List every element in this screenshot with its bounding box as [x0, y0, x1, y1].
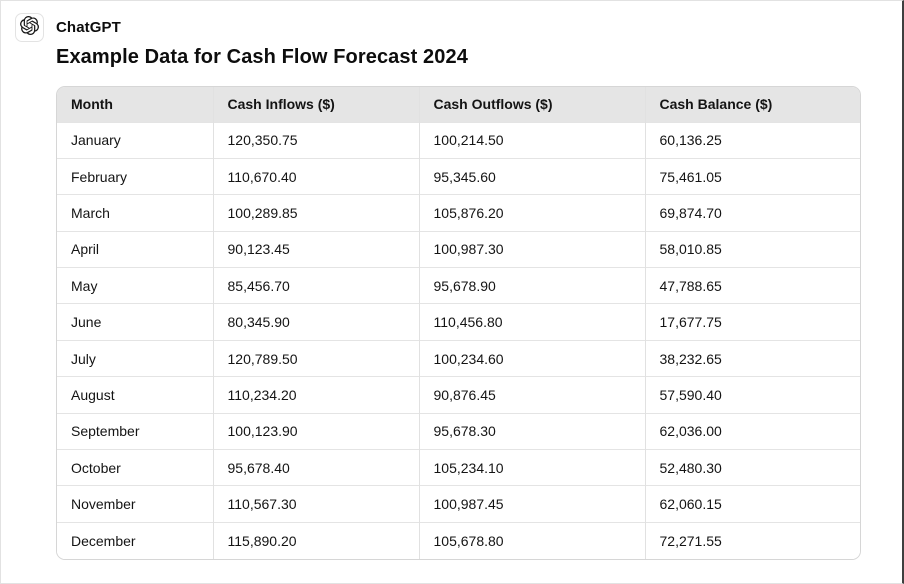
table-row: March 100,289.85 105,876.20 69,874.70: [57, 194, 860, 232]
col-header-outflows: Cash Outflows ($): [418, 87, 645, 122]
month-cell: June: [57, 303, 213, 341]
inflow-cell: 95,678.40: [212, 449, 419, 486]
month-cell: May: [57, 267, 213, 304]
outflow-cell: 90,876.45: [418, 376, 645, 414]
inflow-cell: 110,234.20: [212, 376, 419, 414]
balance-cell: 58,010.85: [644, 230, 860, 268]
table-row: May 85,456.70 95,678.90 47,788.65: [57, 267, 860, 304]
table-row: November 110,567.30 100,987.45 62,060.15: [57, 485, 860, 523]
table-row: August 110,234.20 90,876.45 57,590.40: [57, 376, 860, 414]
assistant-name: ChatGPT: [56, 19, 121, 36]
month-cell: January: [57, 121, 213, 159]
table-row: July 120,789.50 100,234.60 38,232.65: [57, 339, 860, 377]
outflow-cell: 110,456.80: [418, 303, 645, 341]
table-row: January 120,350.75 100,214.50 60,136.25: [57, 121, 860, 159]
month-cell: February: [57, 157, 213, 195]
balance-cell: 62,060.15: [644, 485, 860, 523]
inflow-cell: 120,350.75: [212, 121, 419, 159]
inflow-cell: 85,456.70: [212, 267, 419, 304]
table-row: April 90,123.45 100,987.30 58,010.85: [57, 230, 860, 268]
month-cell: December: [57, 521, 213, 559]
table-row: December 115,890.20 105,678.80 72,271.55: [57, 521, 860, 559]
outflow-cell: 100,214.50: [418, 121, 645, 159]
table-row: October 95,678.40 105,234.10 52,480.30: [57, 449, 860, 486]
col-header-balance: Cash Balance ($): [644, 87, 860, 122]
inflow-cell: 120,789.50: [212, 339, 419, 377]
balance-cell: 17,677.75: [644, 303, 860, 341]
table-row: September 100,123.90 95,678.30 62,036.00: [57, 412, 860, 450]
outflow-cell: 95,678.30: [418, 412, 645, 450]
openai-logo-icon: [20, 15, 39, 40]
balance-cell: 62,036.00: [644, 412, 860, 450]
inflow-cell: 110,567.30: [212, 485, 419, 523]
balance-cell: 69,874.70: [644, 194, 860, 232]
table-row: June 80,345.90 110,456.80 17,677.75: [57, 303, 860, 341]
table-row: February 110,670.40 95,345.60 75,461.05: [57, 157, 860, 195]
outflow-cell: 100,987.45: [418, 485, 645, 523]
outflow-cell: 100,987.30: [418, 230, 645, 268]
balance-cell: 38,232.65: [644, 339, 860, 377]
outflow-cell: 105,234.10: [418, 449, 645, 486]
month-cell: July: [57, 339, 213, 377]
inflow-cell: 80,345.90: [212, 303, 419, 341]
month-cell: October: [57, 449, 213, 486]
outflow-cell: 95,678.90: [418, 267, 645, 304]
month-cell: November: [57, 485, 213, 523]
month-cell: April: [57, 230, 213, 268]
balance-cell: 60,136.25: [644, 121, 860, 159]
balance-cell: 72,271.55: [644, 521, 860, 559]
balance-cell: 47,788.65: [644, 267, 860, 304]
balance-cell: 52,480.30: [644, 449, 860, 486]
inflow-cell: 100,123.90: [212, 412, 419, 450]
outflow-cell: 105,876.20: [418, 194, 645, 232]
month-cell: August: [57, 376, 213, 414]
outflow-cell: 105,678.80: [418, 521, 645, 559]
balance-cell: 75,461.05: [644, 157, 860, 195]
inflow-cell: 115,890.20: [212, 521, 419, 559]
inflow-cell: 110,670.40: [212, 157, 419, 195]
col-header-inflows: Cash Inflows ($): [212, 87, 419, 122]
month-cell: March: [57, 194, 213, 232]
inflow-cell: 90,123.45: [212, 230, 419, 268]
assistant-message-header: ChatGPT: [15, 13, 121, 42]
balance-cell: 57,590.40: [644, 376, 860, 414]
outflow-cell: 95,345.60: [418, 157, 645, 195]
cash-flow-table: Month Cash Inflows ($) Cash Outflows ($)…: [56, 86, 861, 560]
avatar: [15, 13, 44, 42]
table-header-row: Month Cash Inflows ($) Cash Outflows ($)…: [57, 87, 860, 122]
month-cell: September: [57, 412, 213, 450]
outflow-cell: 100,234.60: [418, 339, 645, 377]
col-header-month: Month: [57, 87, 213, 122]
page-title: Example Data for Cash Flow Forecast 2024: [56, 46, 468, 68]
inflow-cell: 100,289.85: [212, 194, 419, 232]
